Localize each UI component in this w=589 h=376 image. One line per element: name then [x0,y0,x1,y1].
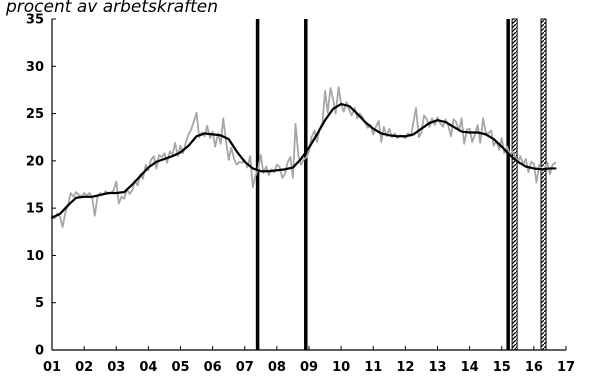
x-tick-label: 14 [461,360,479,375]
x-tick-label: 04 [139,360,157,375]
x-tick-label: 06 [204,360,222,375]
chart-title: procent av arbetskraften [5,0,218,17]
series-group [50,86,557,228]
y-tick-label: 20 [26,154,44,169]
x-tick-label: 08 [268,360,286,375]
x-tick-label: 17 [557,360,575,375]
vertical-markers [255,18,547,351]
x-tick-label: 07 [236,360,254,375]
raw-series-line [51,86,557,228]
vertical-marker-hatched [540,18,547,351]
y-tick-label: 0 [35,344,44,359]
y-tick-label: 30 [26,60,44,75]
x-tick-label: 09 [300,360,318,375]
y-tick-label: 15 [26,202,44,217]
x-axis-ticks: 01 02 03 04 05 06 07 08 09 10 11 12 13 14 15 16 17 [43,346,575,375]
y-tick-label: 25 [26,107,44,122]
axes [51,19,566,351]
x-tick-label: 10 [332,360,350,375]
x-tick-label: 12 [396,360,414,375]
vertical-marker-hatched [511,18,518,351]
x-tick-label: 03 [107,360,125,375]
x-tick-label: 15 [493,360,511,375]
y-tick-label: 10 [26,249,44,264]
x-tick-label: 02 [75,360,93,375]
x-tick-label: 11 [364,360,382,375]
x-tick-label: 16 [525,360,543,375]
y-tick-label: 5 [35,296,44,311]
x-tick-label: 01 [43,360,61,375]
x-tick-label: 05 [171,360,189,375]
x-tick-label: 13 [428,360,446,375]
trend-series-line [50,103,557,219]
y-axis-ticks: 0 5 10 15 20 25 30 35 [26,13,56,359]
y-tick-label: 35 [26,13,44,28]
